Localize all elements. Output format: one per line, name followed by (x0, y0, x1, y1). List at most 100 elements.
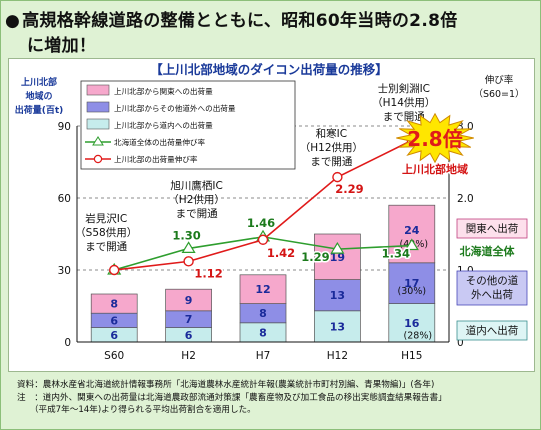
triangle-marker (181, 241, 196, 253)
footnote-note-cont: （平成7年～14年)より得られる平均出荷割合を適用した。 (17, 405, 256, 416)
annotation-s60: （S58供用） (75, 226, 137, 239)
hokkaido-growth-label: 1.29 (301, 250, 329, 264)
circle-marker (332, 171, 343, 183)
bar-segment (165, 288, 212, 312)
legend-marker (92, 136, 104, 146)
annotation-s60: 岩見沢IC (85, 212, 127, 225)
y-axis-label-left: 上川北部 (21, 76, 57, 88)
x-tick-label: S60 (104, 350, 124, 362)
annotation-h15: まで開通 (383, 111, 425, 123)
x-tick-label: H15 (401, 350, 422, 362)
annotation-h2: （H2供用） (168, 193, 225, 206)
y-axis-label-right: （S60=1） (473, 88, 524, 100)
bar-value-label: 13 (330, 289, 345, 302)
bar-value-label: 16 (404, 317, 420, 330)
x-tick-label: H7 (256, 350, 271, 362)
y-axis-label-right: 伸び率 (485, 74, 514, 86)
label-other-outside: その他の道 (466, 274, 519, 287)
label-within-hokkaido: 道内へ出荷 (466, 324, 519, 337)
triangle-marker (404, 238, 419, 251)
bar-value-label: 7 (185, 313, 193, 326)
y-tick-label-left: 60 (58, 193, 71, 205)
y-tick-label-left: 0 (64, 337, 71, 349)
triangle-marker (330, 241, 345, 254)
legend-box (80, 80, 296, 170)
bar-segment (388, 303, 436, 343)
x-tick-label: H2 (181, 350, 196, 362)
bar-value-label: 17 (404, 277, 419, 290)
bar-value-label: 19 (330, 251, 345, 264)
bar-value-label: 6 (110, 314, 118, 327)
bar-share-label: (28%) (404, 330, 433, 341)
bar-segment (314, 233, 361, 280)
circle-marker (108, 264, 120, 276)
label-hokkaido-total: 北海道全体 (460, 244, 516, 258)
kamikawa-growth-label: 1.12 (194, 266, 222, 280)
legend-swatch (86, 101, 110, 113)
headline-line-1: ● 高規格幹線道路の整備とともに、昭和60年当時の2.8倍 (5, 6, 458, 31)
bar-value-label: 6 (185, 329, 193, 342)
bar-segment (314, 279, 361, 312)
label-within-hokkaido-box (456, 320, 528, 341)
y-tick-label-left: 90 (58, 121, 71, 133)
headline-text-1: 高規格幹線道路の整備とともに、昭和60年当時の2.8倍 (22, 11, 458, 31)
legend-marker (93, 154, 103, 164)
kamikawa-growth-label: 1.42 (267, 246, 295, 260)
bar-segment (90, 293, 138, 314)
chart-title: 【上川北部地域のダイコン出荷量の推移】 (150, 62, 388, 77)
y-tick-label-right: 2.0 (457, 193, 474, 205)
growth-burst-label: 2.8倍 (407, 127, 462, 151)
label-other-outside-box (456, 270, 528, 306)
footnote: 資料：農林水産省北海道統計情報事務所「北海道農林水産統計年報(農業統計市町村別編… (17, 379, 535, 417)
growth-burst-icon (396, 112, 474, 164)
legend-label: 上川北部から道内への出荷量 (114, 120, 213, 130)
footnote-source: 資料：農林水産省北海道統計情報事務所「北海道農林水産統計年報(農業統計市町村別編… (17, 380, 435, 390)
label-kanto-box (456, 218, 528, 239)
legend-label: 上川北部の出荷量伸び率 (114, 154, 198, 164)
legend-label: 北海道全体の出荷量伸び率 (114, 137, 206, 147)
hokkaido-growth-label: 1.46 (247, 216, 275, 230)
bar-value-label: 12 (255, 283, 270, 296)
annotation-h2: まで開通 (176, 208, 218, 220)
annotation-h15: （H14供用） (372, 96, 435, 109)
bar-value-label: 6 (110, 329, 118, 342)
x-tick-label: H12 (327, 350, 348, 362)
circle-marker (183, 256, 194, 267)
annotation-h12: （H12供用） (300, 141, 363, 154)
annotation-h12: 和寒IC (316, 127, 347, 140)
footnote-note: 注 ：道内外、関東への出荷量は北海道農政部流通対策課「農畜産物及び加工食品の移出… (17, 392, 447, 403)
bar-value-label: 8 (110, 298, 118, 311)
legend-label: 上川北部から関東への出荷量 (114, 86, 213, 96)
bar-share-label: (30%) (398, 286, 427, 297)
bullet-icon: ● (5, 11, 21, 31)
legend-swatch (86, 84, 110, 96)
circle-marker (257, 234, 269, 245)
annotation-s60: まで開通 (85, 241, 127, 253)
label-kamikawa: 上川北部地域 (402, 162, 468, 176)
bar-value-label: 13 (330, 320, 345, 333)
annotation-h15: 士別剣淵IC (378, 82, 430, 95)
label-other-outside: 外へ出荷 (471, 288, 513, 301)
annotation-h12: まで開通 (310, 156, 352, 168)
y-axis-label-left: 地域の (25, 90, 52, 102)
bar-value-label: 9 (185, 294, 193, 307)
legend-label: 上川北部からその他道外への出荷量 (114, 103, 236, 113)
headline-line-2: に増加！ (27, 36, 97, 56)
bar-segment (388, 262, 436, 304)
legend-swatch (86, 118, 110, 130)
y-axis-label-left: 出荷量(百t) (15, 104, 64, 116)
hokkaido-growth-label: 1.30 (172, 228, 200, 242)
label-kanto: 関東へ出荷 (466, 222, 519, 235)
annotation-h2: 旭川鷹栖IC (170, 179, 222, 192)
hokkaido-growth-label: 1.34 (382, 247, 410, 261)
bar-value-label: 8 (259, 307, 267, 320)
kamikawa-growth-label: 2.29 (335, 182, 363, 196)
y-tick-label-left: 30 (58, 265, 71, 277)
chart-panel: 【上川北部地域のダイコン出荷量の推移】上川北部地域の出荷量(百t) 伸び率 （S60… (8, 58, 535, 372)
bar-segment (239, 274, 287, 304)
bar-value-label: 8 (259, 326, 267, 339)
y-tick-label-right: 0 (457, 337, 464, 349)
bar-segment (388, 204, 436, 264)
